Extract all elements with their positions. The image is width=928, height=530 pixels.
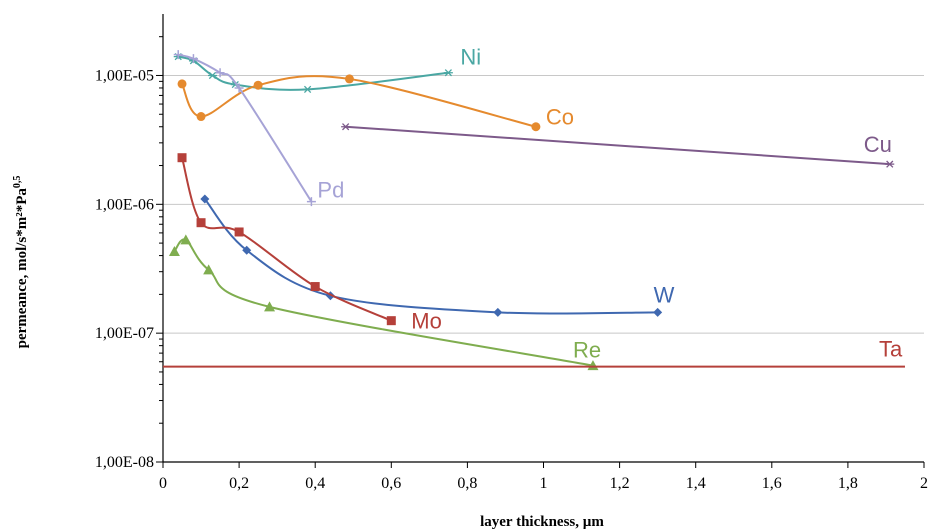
series-re (168, 234, 599, 371)
data-point-circle (196, 112, 206, 122)
y-axis-title-main: permeance, mol/s*m²*Pa (14, 188, 30, 349)
data-point-square (310, 282, 320, 292)
data-point-triangle (180, 234, 192, 245)
data-point-star (341, 123, 351, 131)
series-label-co: Co (546, 105, 574, 130)
y-axis-title-superscript: 0,5 (12, 176, 23, 189)
data-point-star (207, 71, 217, 80)
series-line-pd (177, 53, 313, 203)
data-point-star (885, 160, 895, 168)
axes: 1,00E-08 1,00E-07 1,00E-06 1,00E-05 0 0,2 0,4 0… (95, 14, 928, 492)
data-point-triangle (168, 246, 180, 257)
data-point-circle (531, 122, 541, 132)
series-line-re (173, 238, 594, 367)
series-line-w (204, 198, 658, 315)
x-axis-title: layer thickness, µm (480, 514, 604, 530)
data-point-square (196, 218, 206, 228)
series-label-w: W (654, 282, 675, 307)
series-label-pd: Pd (317, 178, 344, 203)
series-layer (163, 50, 905, 371)
data-point-triangle (203, 264, 215, 275)
series-co (177, 74, 541, 132)
series-w (200, 194, 663, 317)
data-point-circle (177, 79, 187, 89)
series-cu (341, 123, 895, 168)
data-point-square (386, 316, 396, 326)
series-label-cu: Cu (864, 132, 892, 157)
x-tick-label: 1,2 (610, 475, 630, 492)
x-tick-label: 2 (920, 475, 928, 492)
data-point-diamond (493, 307, 503, 317)
data-point-plus (188, 54, 198, 64)
data-point-square (177, 153, 187, 163)
y-axis-title: permeance, mol/s*m²*Pa0,5 (12, 176, 30, 349)
series-line-cu (345, 125, 890, 166)
x-tick-label: 1 (540, 475, 548, 492)
data-point-circle (253, 80, 263, 90)
x-tick-label: 0,6 (381, 475, 401, 492)
series-label-ni: Ni (460, 45, 481, 70)
grid-lines (163, 74, 924, 334)
x-tick-label: 1,6 (762, 475, 782, 492)
x-tick-label: 0,8 (457, 475, 477, 492)
series-label-mo: Mo (411, 309, 442, 334)
data-point-plus (234, 83, 244, 93)
x-tick-label: 0 (159, 475, 167, 492)
series-labels: Ni Co Pd Cu W Mo Re Ta (317, 45, 903, 363)
data-point-diamond (200, 194, 210, 204)
data-point-plus (173, 50, 183, 60)
x-tick-label: 1,4 (686, 475, 706, 492)
y-tick-label: 1,00E-06 (95, 196, 154, 213)
data-point-triangle (264, 301, 276, 312)
series-pd (173, 50, 316, 207)
y-tick-label: 1,00E-05 (95, 67, 154, 84)
series-label-re: Re (573, 338, 601, 363)
data-point-star (303, 85, 313, 93)
data-point-circle (344, 74, 354, 84)
series-label-ta: Ta (879, 337, 903, 362)
x-tick-label: 0,4 (305, 475, 325, 492)
series-mo (177, 153, 396, 326)
data-point-diamond (242, 245, 252, 255)
y-tick-label: 1,00E-07 (95, 325, 154, 342)
x-tick-label: 0,2 (229, 475, 249, 492)
series-line-mo (181, 157, 392, 322)
data-point-diamond (653, 307, 663, 317)
y-tick-label: 1,00E-08 (95, 454, 154, 471)
data-point-plus (215, 68, 225, 78)
x-tick-label: 1,8 (838, 475, 858, 492)
data-point-plus (306, 197, 316, 207)
data-point-star (443, 69, 453, 77)
data-point-square (234, 227, 244, 237)
